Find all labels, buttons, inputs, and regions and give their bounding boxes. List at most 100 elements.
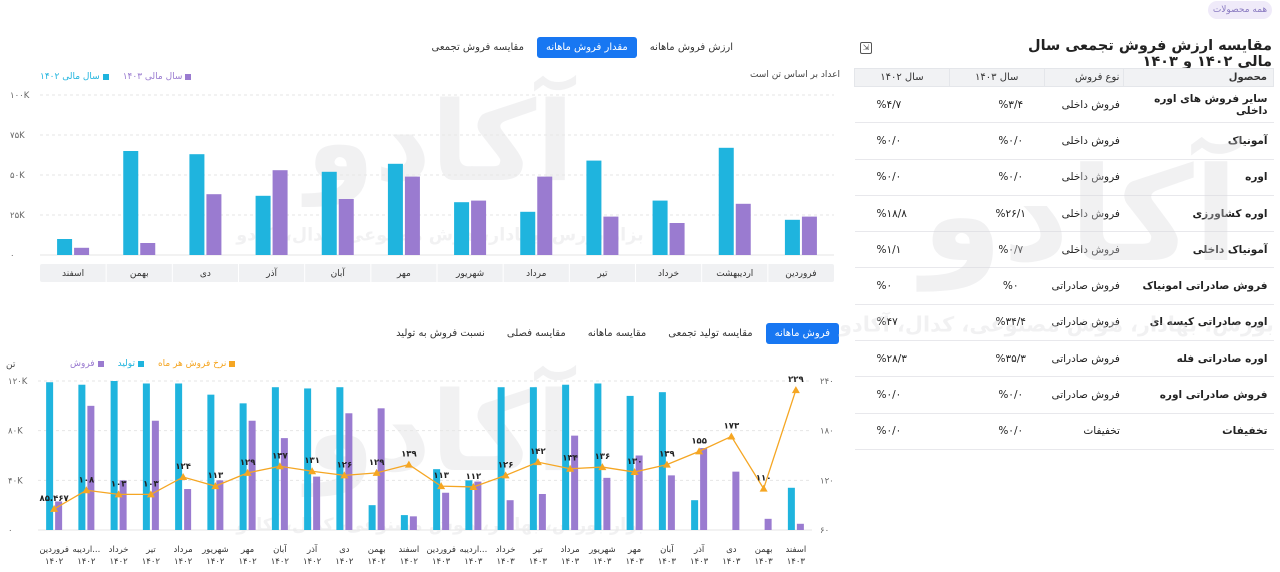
bottom-chart-tabs: فروش ماهانه مقایسه تولید تجمعی مقایسه ماها… [387,323,839,344]
cell-product: اوره کشاورزی [1123,195,1274,233]
y-tick-label: ۵۰K [10,171,25,181]
x-tick-year: ۱۴۰۲ [142,557,161,567]
x-tick-year: ۱۴۰۳ [658,557,677,567]
cell-year-1402: %۰/۰ [854,159,950,196]
rate-data-label: ۱۰۸ [79,475,95,485]
rate-marker [695,447,704,455]
x-tick-year: ۱۴۰۳ [529,557,548,567]
bar-production [239,403,247,530]
y-tick-label: ۱۲۰K [8,377,28,387]
bar-1403 [669,223,685,255]
rate-marker [372,468,381,476]
tab-top-1[interactable]: مقدار فروش ماهانه [536,37,637,58]
bar-sales [409,516,417,530]
x-tick-month: دی [726,545,737,555]
cell-product: آمونیاک [1123,122,1274,160]
all-products-badge[interactable]: همه محصولات [1208,1,1272,19]
x-tick-year: ۱۴۰۳ [432,557,451,567]
export-icon[interactable]: ⇲ [860,42,872,54]
y-tick-label: ۰ [8,526,13,536]
y2-tick-label: ۶۰ [820,526,829,536]
legend-label: سال مالی ۱۴۰۳ [122,72,183,82]
cell-year-1402: %۱۸/۸ [854,195,950,233]
rate-data-label: ۱۴۲ [530,447,546,457]
bar-sales [377,408,385,530]
x-tick-year: ۱۴۰۳ [754,557,773,567]
cell-product: فروش صادراتی امونیاک [1123,267,1274,305]
table-row: آمونیاک داخلی فروش داخلی %۰/۷ %۱/۱ [854,231,1274,269]
cell-sale-type: فروش صادراتی [1044,267,1124,305]
chart-subtitle: اعداد بر اساس تن است [749,70,840,80]
top-legend-item[interactable]: سال مالی ۱۴۰۲ [40,72,109,82]
bar-sales [313,476,321,530]
rate-data-label: ۱۲۴ [175,462,191,472]
cell-year-1403: %۰/۰ [949,413,1045,450]
bottom-legend-item[interactable]: تولید [118,359,144,369]
table-row: فروش صادراتی امونیاک فروش صادراتی %۰ %۰ [854,267,1274,305]
bar-1402 [387,163,403,255]
x-tick-year: ۱۴۰۲ [206,557,225,567]
rate-marker [243,468,252,476]
bar-production [336,387,344,530]
cell-product: اوره [1123,159,1274,196]
watermark-tagline: بزار بورس، بهادار، هوش مصنوعی، کدال، آکا… [838,312,1280,337]
cell-product: تخفیفات [1123,413,1274,450]
table-row: فروش صادراتی اوره فروش صادراتی %۰/۰ %۰/۰ [854,376,1274,414]
tab-bottom-4[interactable]: نسبت فروش به تولید [396,328,485,339]
x-tick-month: مرداد [561,545,580,555]
cell-year-1402: %۰/۰ [854,122,950,160]
rate-data-label: ۱۱۲ [466,472,482,482]
table-title: مقایسه ارزش فروش تجمعی سال مالی ۱۴۰۲ و ۱… [1027,38,1272,70]
rate-data-label: ۱۱۰ [756,474,772,484]
x-tick-month: خرداد [109,545,129,555]
rate-data-label: ۱۲۹ [369,458,385,468]
bar-1402 [652,200,668,255]
bar-1403 [404,176,420,255]
bar-1403 [74,247,90,255]
y-tick-label: ۸۰K [8,427,23,437]
x-tick-month: آذر [306,543,318,555]
bar-1402 [784,219,800,255]
bar-sales [796,523,804,530]
cell-year-1403: %۳۵/۳ [949,340,1045,378]
legend-label: تولید [117,359,135,369]
bar-production [142,383,150,530]
watermark-logo: آکادو [916,135,1242,292]
bar-sales [442,492,450,530]
table-row: سایر فروش های اوره داخلی فروش داخلی %۳/۴ %۴… [854,86,1274,124]
rate-data-label: ۱۳۹ [659,450,675,460]
rate-line [53,389,797,510]
rate-marker [759,484,768,492]
table-row: اوره صادراتی کیسه ای فروش صادراتی %۳۴/۴ %۴۷ [854,304,1274,342]
tab-bottom-0[interactable]: فروش ماهانه [765,323,839,344]
rate-data-label: ۱۳۱ [304,456,320,466]
watermark-logo: آکادو [301,74,576,207]
x-tick-label: خرداد [658,269,679,279]
bottom-legend-item[interactable]: فروش [70,359,104,369]
rate-data-label: ۱۰۳ [143,479,159,489]
bottom-legend-item[interactable]: نرخ فروش هر ماه [158,359,236,369]
cell-product: فروش صادراتی اوره [1123,376,1274,414]
tab-bottom-2[interactable]: مقایسه ماهانه [587,328,647,339]
rate-marker [791,386,800,394]
rate-data-label: ۱۳۹ [401,450,417,460]
legend-swatch [185,74,192,80]
bar-production [529,387,537,530]
top-legend-item[interactable]: سال مالی ۱۴۰۳ [123,72,192,82]
x-tick-month: تیر [532,545,543,555]
bar-1402 [586,160,602,255]
bar-1402 [123,151,139,255]
tab-bottom-3[interactable]: مقایسه فصلی [506,328,566,339]
tab-bottom-1[interactable]: مقایسه تولید تجمعی [668,328,753,339]
cell-year-1402: %۴/۷ [854,86,950,124]
tab-top-2[interactable]: مقایسه فروش تجمعی [431,42,524,53]
bar-1402 [520,211,536,255]
bar-production [787,487,795,530]
table-row: اوره کشاورزی فروش داخلی %۲۶/۱ %۱۸/۸ [854,195,1274,233]
table-row: تخفیفات تخفیفات %۰/۰ %۰/۰ [854,413,1274,450]
bar-sales [151,420,159,530]
x-tick-month: شهریور [588,545,616,555]
bar-production [271,387,279,530]
bar-sales [55,501,63,530]
tab-top-0[interactable]: ارزش فروش ماهانه [649,42,733,53]
